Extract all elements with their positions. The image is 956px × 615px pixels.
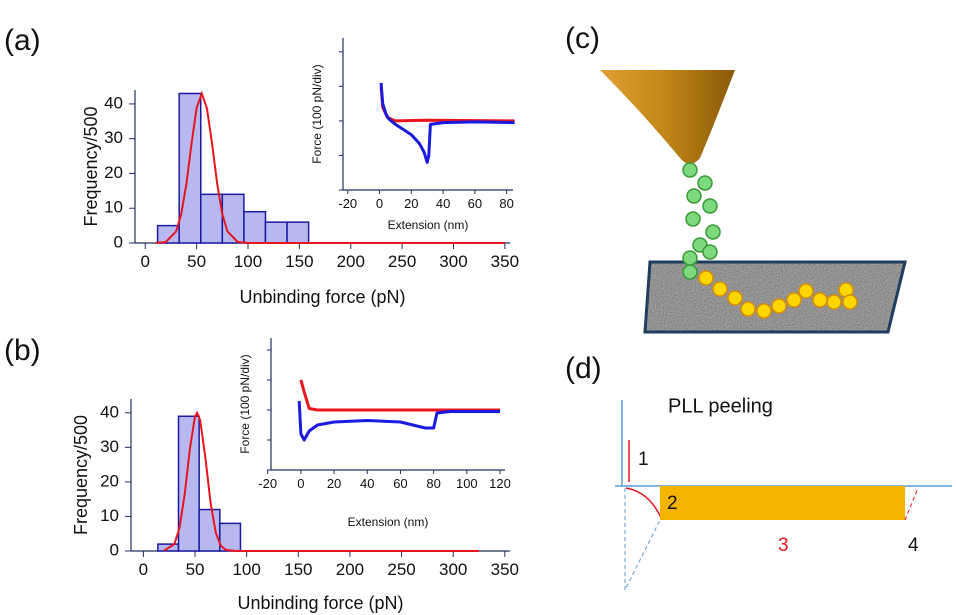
x-tick-label: 0: [139, 560, 148, 579]
panel-label: (d): [565, 352, 602, 385]
bar: [201, 194, 223, 243]
y-tick-label: 0: [114, 232, 123, 251]
y-tick-label: 30: [100, 437, 119, 456]
y-tick-label: 0: [110, 540, 119, 559]
x-tick-label: 0: [297, 476, 304, 491]
x-tick-label: 80: [499, 196, 513, 211]
x-tick-label: 100: [456, 476, 478, 491]
guide: [905, 488, 918, 520]
x-axis-label: Unbinding force (pN): [237, 593, 403, 613]
y-tick-label: 40: [100, 402, 119, 421]
x-tick-label: 0: [376, 196, 383, 211]
peeling-diagram: PLL peeling 1 2 3 4: [615, 395, 952, 590]
x-tick-label: 350: [491, 252, 519, 271]
y-tick-label: 40: [104, 93, 123, 112]
bar: [265, 222, 287, 243]
y-tick-label: 20: [100, 471, 119, 490]
bar: [244, 212, 266, 243]
x-tick-label: 40: [436, 196, 450, 211]
bar: [199, 510, 220, 551]
force-curve: [299, 401, 500, 440]
x-tick-label: 200: [337, 252, 365, 271]
x-tick-label: 0: [141, 252, 150, 271]
x-axis-label: Extension (nm): [348, 515, 429, 529]
y-axis-label: Frequency/500: [71, 415, 91, 535]
x-tick-label: 150: [285, 252, 313, 271]
x-tick-label: 50: [187, 252, 206, 271]
x-tick-label: 300: [439, 252, 467, 271]
x-tick-label: 100: [232, 560, 260, 579]
bar: [287, 222, 309, 243]
step-label: 3: [778, 535, 789, 556]
bar: [222, 194, 244, 243]
x-tick-label: 350: [491, 560, 519, 579]
y-axis-label: Force (100 pN/div): [310, 64, 324, 163]
x-tick-label: -20: [258, 476, 277, 491]
y-tick-label: 10: [104, 198, 123, 217]
panel-label: (c): [565, 22, 600, 55]
x-tick-label: 100: [234, 252, 262, 271]
bar: [179, 93, 201, 243]
x-tick-label: 80: [426, 476, 440, 491]
x-tick-label: 20: [327, 476, 341, 491]
y-tick-label: 20: [104, 163, 123, 182]
x-tick-label: 20: [404, 196, 418, 211]
panel-label: (a): [4, 24, 41, 57]
trace: [626, 488, 662, 520]
x-tick-label: 120: [489, 476, 511, 491]
y-tick-label: 10: [100, 506, 119, 525]
x-tick-label: 60: [393, 476, 407, 491]
afm-diagram: [600, 70, 910, 338]
force-curve: [381, 83, 514, 162]
afm-tip: [600, 70, 735, 164]
x-tick-label: 250: [388, 252, 416, 271]
x-tick-label: 40: [360, 476, 374, 491]
x-axis-label: Unbinding force (pN): [239, 287, 405, 307]
y-tick-label: 30: [104, 128, 123, 147]
step-label: 1: [638, 449, 649, 470]
x-tick-label: 50: [186, 560, 205, 579]
panel-label: (b): [4, 334, 41, 367]
x-tick-label: 300: [439, 560, 467, 579]
substrate: [640, 258, 910, 338]
x-tick-label: 250: [387, 560, 415, 579]
force-curve: [381, 86, 514, 121]
force-curve: [301, 380, 500, 410]
plateau: [660, 486, 905, 520]
step-label: 4: [908, 535, 919, 556]
x-tick-label: 60: [468, 196, 482, 211]
guide: [625, 488, 660, 590]
y-axis-label: Frequency/500: [81, 106, 101, 226]
y-axis-label: Force (100 pN/div): [238, 354, 252, 453]
step-label: 2: [667, 493, 678, 514]
x-tick-label: 150: [284, 560, 312, 579]
diagram-title: PLL peeling: [668, 395, 773, 417]
x-tick-label: 200: [336, 560, 364, 579]
x-tick-label: -20: [338, 196, 357, 211]
x-axis-label: Extension (nm): [388, 218, 469, 232]
bar: [179, 416, 200, 551]
figure: (a) (b) (c) (d) PLL peeling 1 2 3 4 0 50 1…: [0, 0, 956, 615]
